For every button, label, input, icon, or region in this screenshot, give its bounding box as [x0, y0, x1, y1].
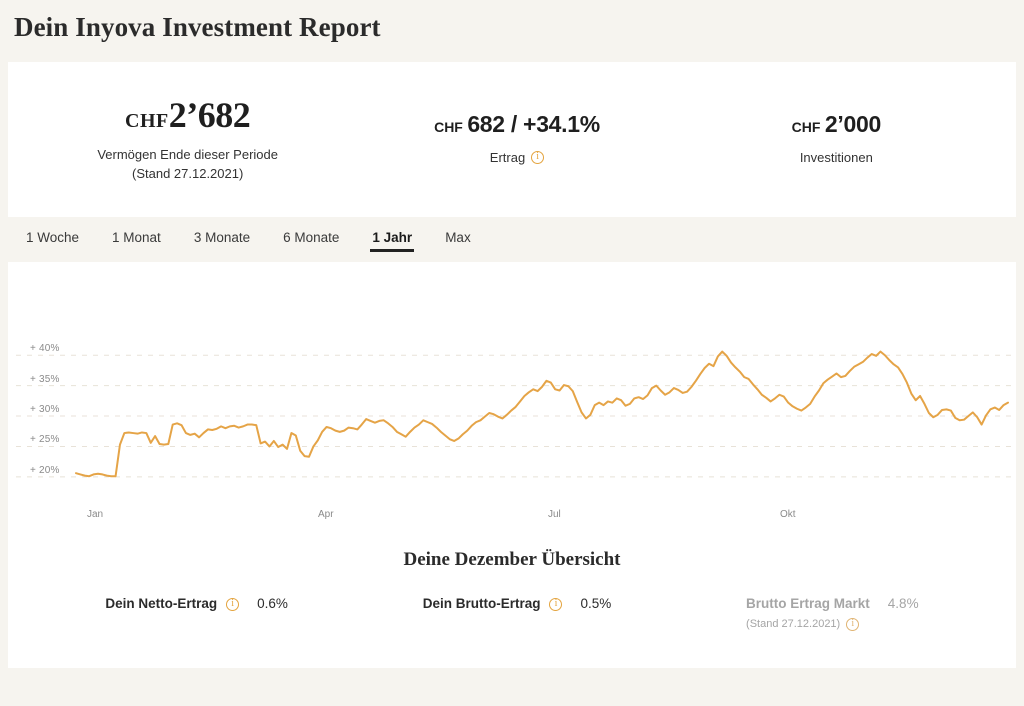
metric-asof: (Stand 27.12.2021) — [746, 618, 841, 630]
summary-item-wealth: CHF2’682 Vermögen Ende dieser Periode (S… — [28, 97, 347, 183]
tab-1-jahr[interactable]: 1 Jahr — [370, 230, 414, 252]
portfolio-line — [75, 350, 1009, 478]
investments-label: Investitionen — [799, 149, 873, 165]
return-value: 682 / +34.1% — [467, 110, 600, 137]
x-axis-label: Jan — [87, 509, 104, 520]
metric-value: 0.6% — [257, 596, 288, 611]
tab-1-monat[interactable]: 1 Monat — [112, 229, 161, 245]
summary-item-investments: CHF 2’000 Investitionen — [677, 110, 996, 167]
overview-title: Deine Dezember Übersicht — [403, 549, 621, 570]
info-icon[interactable] — [531, 150, 545, 164]
overview-metrics: Dein Netto-Ertrag 0.6% Dein Brutto-Ertrag 0… — [8, 573, 1016, 632]
y-axis-label: + 35% — [30, 373, 60, 385]
page-title: Dein Inyova Investment Report — [14, 12, 381, 42]
y-axis-label: + 30% — [30, 404, 60, 416]
info-icon[interactable] — [549, 597, 563, 611]
metric-value: 0.5% — [580, 596, 612, 611]
summary-item-return: CHF 682 / +34.1% Ertrag — [357, 110, 676, 167]
y-axis-label: + 20% — [30, 464, 60, 476]
metric-dein-brutto-ertrag: Dein Brutto-Ertrag 0.5% — [423, 595, 612, 613]
metric-label: Dein Netto-Ertrag — [105, 596, 218, 611]
investments-value: 2’000 — [824, 110, 881, 137]
wealth-value: 2’682 — [168, 94, 251, 135]
y-axis-label: + 25% — [30, 434, 60, 446]
chart-card: + 20% + 25% + 30% + 35% + 40% Jan Apr Jul Okt De… — [8, 262, 1016, 668]
return-amount: CHF 682 / +34.1% — [357, 110, 676, 137]
performance-chart[interactable]: + 20% + 25% + 30% + 35% + 40% Jan Apr Jul Okt — [8, 262, 1016, 537]
wealth-asof: (Stand 27.12.2021) — [132, 165, 244, 181]
x-axis-label: Apr — [318, 509, 334, 520]
metric-value: 4.8% — [887, 596, 919, 611]
metric-label: Dein Brutto-Ertrag — [422, 596, 541, 611]
y-axis-label: + 40% — [30, 343, 60, 355]
page-header: Dein Inyova Investment Report — [0, 0, 1024, 62]
metric-brutto-ertrag-markt: Brutto Ertrag Markt 4.8% (Stand 27.12.2021… — [746, 595, 919, 632]
info-icon[interactable] — [226, 597, 240, 611]
wealth-currency: CHF — [125, 109, 169, 132]
investments-amount: CHF 2’000 — [677, 110, 996, 137]
return-currency: CHF — [434, 118, 463, 135]
wealth-amount: CHF2’682 — [28, 97, 347, 133]
info-icon[interactable] — [846, 617, 860, 631]
return-label-row: Ertrag — [357, 148, 676, 167]
metric-dein-netto-ertrag: Dein Netto-Ertrag 0.6% — [105, 595, 288, 613]
x-axis-label: Okt — [780, 509, 796, 520]
tab-3-monate[interactable]: 3 Monate — [193, 229, 251, 245]
tab-max[interactable]: Max — [445, 229, 471, 245]
tab-6-monate[interactable]: 6 Monate — [283, 229, 340, 245]
period-tabs: 1 Woche 1 Monat 3 Monate 6 Monate 1 Jahr Max — [8, 217, 1016, 262]
return-label: Ertrag — [489, 149, 526, 165]
wealth-label: Vermögen Ende dieser Periode — [97, 146, 278, 162]
tab-1-woche[interactable]: 1 Woche — [26, 229, 80, 245]
investments-currency: CHF — [791, 118, 821, 135]
metric-label: Brutto Ertrag Markt — [746, 596, 870, 611]
x-axis-label: Jul — [548, 509, 561, 520]
chart-plot — [16, 350, 1012, 478]
summary-card: CHF2’682 Vermögen Ende dieser Periode (S… — [8, 62, 1016, 217]
